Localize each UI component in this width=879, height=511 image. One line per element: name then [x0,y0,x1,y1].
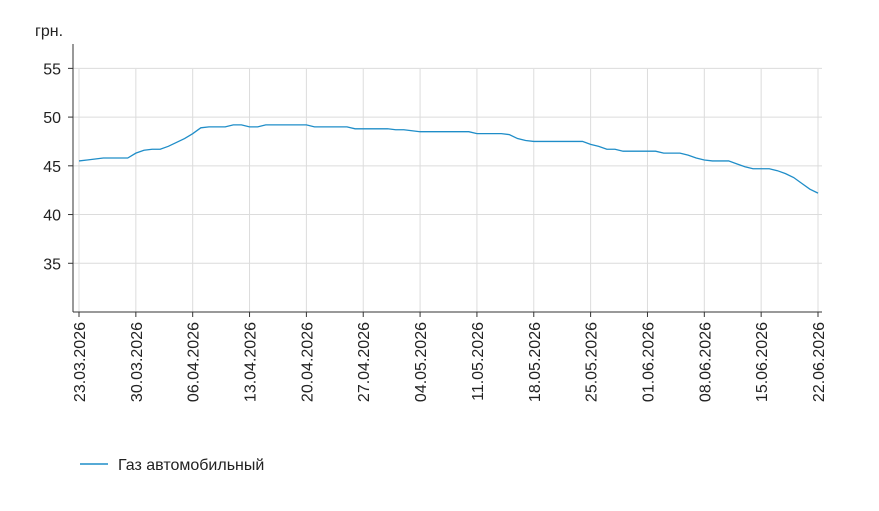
y-tick-label: 45 [43,159,61,176]
y-tick-label: 40 [43,208,61,225]
x-tick-label: 25.05.2026 [584,322,601,402]
x-tick-label: 08.06.2026 [697,322,714,402]
y-tick-label: 35 [43,256,61,273]
data-line [78,124,819,194]
x-tick-label: 20.04.2026 [299,322,316,402]
x-tick-label: 27.04.2026 [356,322,373,402]
y-tick-label: 50 [43,110,61,127]
x-tick-label: 30.03.2026 [129,322,146,402]
y-tick-label: 55 [43,61,61,78]
x-tick-label: 04.05.2026 [413,322,430,402]
legend-label: Газ автомобильный [118,457,264,474]
x-tick-label: 01.06.2026 [640,322,657,402]
x-tick-label: 22.06.2026 [811,322,828,402]
y-axis-label: грн. [35,23,63,40]
x-tick-label: 13.04.2026 [243,322,260,402]
x-tick-label: 11.05.2026 [470,322,487,401]
x-tick-label: 06.04.2026 [186,322,203,402]
x-tick-label: 15.06.2026 [754,322,771,402]
x-tick-label: 23.03.2026 [72,322,89,402]
x-tick-label: 18.05.2026 [527,322,544,402]
